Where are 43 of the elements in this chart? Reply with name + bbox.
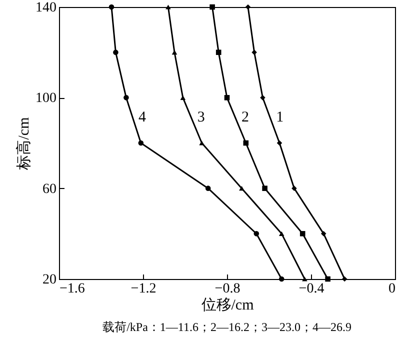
point (252, 50, 257, 55)
text: 载荷/kPa：1—11.6；2—16.2；3—23.0；4—26.9 (102, 320, 352, 334)
point (108, 4, 114, 10)
point (172, 50, 178, 55)
point (205, 186, 211, 191)
x-tick-label: −1.2 (130, 282, 156, 296)
point (342, 276, 348, 282)
point (216, 50, 222, 55)
series-label: 4 (138, 109, 147, 126)
point (224, 95, 230, 100)
point (239, 186, 244, 191)
point (199, 140, 204, 146)
x-axis-title: 位移/cm (201, 296, 254, 314)
point (254, 231, 260, 236)
point (124, 95, 129, 100)
point (320, 231, 326, 236)
point (245, 4, 251, 10)
y-tick-label: 100 (36, 91, 56, 106)
point (292, 186, 297, 191)
point (260, 95, 266, 100)
x-tick-label: 0 (388, 282, 396, 296)
series-label: 2 (241, 109, 249, 126)
y-tick-label: 140 (36, 0, 56, 16)
x-tick-label: −0.8 (214, 282, 240, 296)
point (166, 4, 171, 10)
point (302, 276, 308, 282)
y-tick-label: 60 (42, 182, 56, 197)
point (113, 50, 118, 55)
point (180, 95, 186, 100)
point (262, 186, 268, 191)
y-tick-label: 20 (42, 272, 56, 288)
point (300, 231, 306, 236)
point (325, 276, 330, 282)
y-axis-title: 标高/cm (16, 116, 32, 171)
series-label: 3 (197, 109, 205, 126)
x-tick-label: −0.4 (298, 282, 324, 296)
point (278, 231, 284, 236)
point (138, 140, 144, 146)
point (278, 276, 284, 282)
x-tick-label: −1.6 (60, 282, 85, 296)
point (276, 140, 282, 146)
point (210, 4, 215, 10)
series-label: 1 (276, 109, 284, 126)
